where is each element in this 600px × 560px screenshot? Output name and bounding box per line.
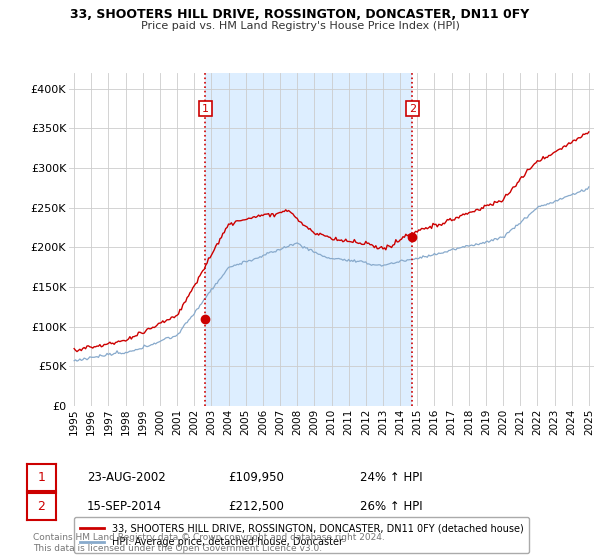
- Text: Price paid vs. HM Land Registry's House Price Index (HPI): Price paid vs. HM Land Registry's House …: [140, 21, 460, 31]
- Text: 26% ↑ HPI: 26% ↑ HPI: [360, 500, 422, 513]
- Legend: 33, SHOOTERS HILL DRIVE, ROSSINGTON, DONCASTER, DN11 0FY (detached house), HPI: : 33, SHOOTERS HILL DRIVE, ROSSINGTON, DON…: [74, 517, 529, 553]
- Text: 2: 2: [37, 500, 46, 514]
- Text: £212,500: £212,500: [228, 500, 284, 513]
- Text: 33, SHOOTERS HILL DRIVE, ROSSINGTON, DONCASTER, DN11 0FY: 33, SHOOTERS HILL DRIVE, ROSSINGTON, DON…: [70, 8, 530, 21]
- Text: 2: 2: [409, 104, 416, 114]
- Text: 23-AUG-2002: 23-AUG-2002: [87, 470, 166, 484]
- Text: 15-SEP-2014: 15-SEP-2014: [87, 500, 162, 513]
- Text: 1: 1: [37, 471, 46, 484]
- Text: 24% ↑ HPI: 24% ↑ HPI: [360, 470, 422, 484]
- Bar: [205, 73, 412, 406]
- Text: Contains HM Land Registry data © Crown copyright and database right 2024.
This d: Contains HM Land Registry data © Crown c…: [33, 533, 385, 553]
- Text: £109,950: £109,950: [228, 470, 284, 484]
- Text: 1: 1: [202, 104, 209, 114]
